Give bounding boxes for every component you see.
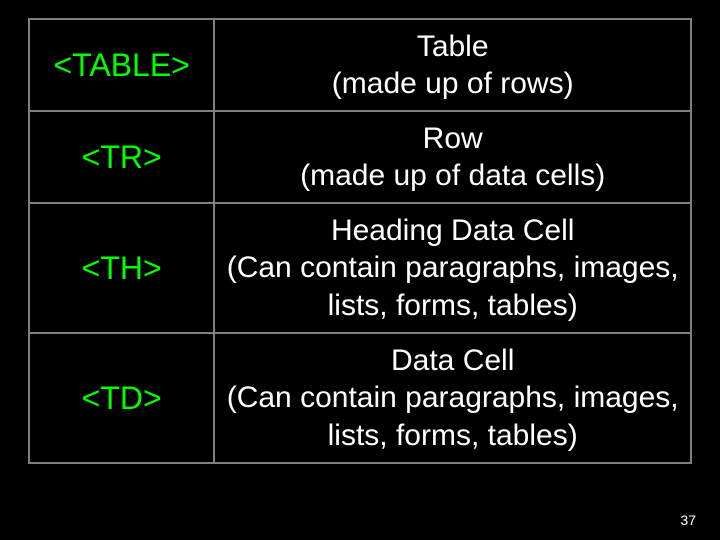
desc-line: (made up of data cells)	[300, 159, 605, 192]
desc-cell-td: Data Cell (Can contain paragraphs, image…	[214, 333, 691, 463]
desc-line: Heading Data Cell	[331, 214, 574, 247]
desc-line: Table	[417, 30, 489, 63]
table-row: <TH> Heading Data Cell (Can contain para…	[29, 203, 691, 333]
desc-line: Row	[423, 122, 483, 155]
desc-line: Data Cell	[391, 344, 514, 377]
desc-line: (Can contain paragraphs, images, lists, …	[227, 251, 679, 322]
desc-cell-th: Heading Data Cell (Can contain paragraph…	[214, 203, 691, 333]
desc-line: (made up of rows)	[332, 67, 574, 100]
desc-cell-tr: Row (made up of data cells)	[214, 111, 691, 203]
page-number: 37	[680, 512, 696, 528]
tag-cell-tr: <TR>	[29, 111, 214, 203]
desc-line: (Can contain paragraphs, images, lists, …	[227, 381, 679, 452]
table-row: <TD> Data Cell (Can contain paragraphs, …	[29, 333, 691, 463]
tag-cell-table: <TABLE>	[29, 19, 214, 111]
table-row: <TABLE> Table (made up of rows)	[29, 19, 691, 111]
html-elements-table: <TABLE> Table (made up of rows) <TR> Row…	[28, 18, 692, 464]
slide: <TABLE> Table (made up of rows) <TR> Row…	[0, 0, 720, 540]
table-row: <TR> Row (made up of data cells)	[29, 111, 691, 203]
tag-cell-td: <TD>	[29, 333, 214, 463]
tag-cell-th: <TH>	[29, 203, 214, 333]
desc-cell-table: Table (made up of rows)	[214, 19, 691, 111]
